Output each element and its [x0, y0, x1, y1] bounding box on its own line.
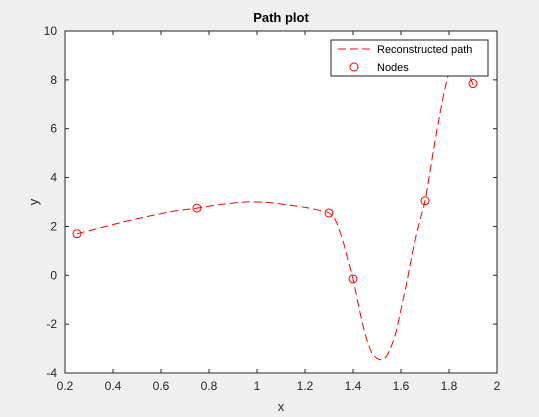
y-tick-label: 8 [50, 73, 57, 87]
x-tick-label: 0.4 [105, 379, 122, 393]
y-tick-label: 6 [50, 122, 57, 136]
legend-marker-swatch [349, 62, 359, 72]
x-tick-label: 1.4 [345, 379, 362, 393]
y-tick-label: 10 [44, 24, 58, 38]
y-tick-label: -4 [46, 366, 57, 380]
node-marker [420, 196, 430, 206]
node-marker [192, 203, 202, 213]
x-tick-label: 0.6 [153, 379, 170, 393]
x-tick-label: 1.8 [441, 379, 458, 393]
node-marker [468, 79, 478, 89]
y-tick-label: -2 [46, 317, 57, 331]
x-tick-label: 2 [494, 379, 501, 393]
legend-entry-nodes: Nodes [377, 62, 409, 74]
node-marker [72, 229, 82, 239]
x-tick-label: 0.8 [201, 379, 218, 393]
x-tick-label: 0.2 [57, 379, 74, 393]
node-marker [324, 208, 334, 218]
y-tick-label: 0 [50, 268, 57, 282]
y-axis-label: y [26, 198, 41, 205]
y-tick-label: 2 [50, 219, 57, 233]
legend: Reconstructed path Nodes [330, 39, 489, 77]
x-tick-label: 1 [254, 379, 261, 393]
reconstructed-path-line [76, 57, 474, 361]
x-tick-label: 1.2 [297, 379, 314, 393]
legend-entry-reconstructed-path: Reconstructed path [377, 44, 472, 56]
y-tick-label: 4 [50, 171, 57, 185]
chart-title: Path plot [253, 10, 309, 25]
marker-layer [72, 79, 478, 284]
curve-layer [76, 57, 474, 361]
axes-background [65, 31, 497, 373]
x-axis-ticks: 0.2 0.4 0.6 0.8 1 1.2 1.4 1.6 1.8 2 [57, 31, 501, 393]
x-tick-label: 1.6 [393, 379, 410, 393]
x-axis-label: x [278, 399, 285, 414]
y-axis-ticks: -4 -2 0 2 4 6 8 10 [44, 24, 497, 380]
axes-frame [64, 30, 498, 374]
node-marker [348, 274, 358, 284]
